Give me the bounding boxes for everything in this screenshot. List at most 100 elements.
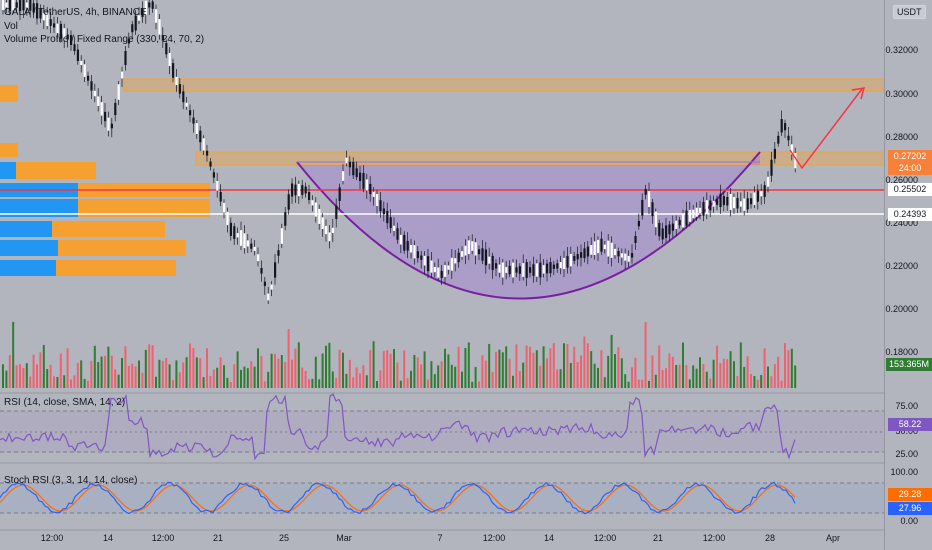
volume-bar (773, 364, 776, 388)
cup-pattern[interactable] (297, 152, 760, 299)
candle-body (481, 248, 484, 261)
candle-body (576, 254, 579, 260)
volume-bar (124, 346, 127, 388)
volume-bar (104, 355, 106, 388)
candle-body (447, 265, 450, 270)
price-chart[interactable] (0, 0, 884, 550)
candle-body (406, 240, 409, 251)
volume-bars (2, 321, 797, 388)
candle-body (739, 201, 742, 207)
volume-bar (593, 363, 596, 388)
candle-body (297, 183, 300, 197)
candle-body (274, 262, 277, 278)
volume-bar (352, 377, 355, 388)
rsi-tick: 25.00 (895, 449, 918, 459)
volume-bar (457, 346, 460, 388)
volume-bar (342, 352, 344, 388)
volume-bar (175, 360, 178, 388)
candle-body (362, 173, 365, 189)
volume-bar (542, 346, 545, 388)
candle-body (437, 267, 440, 278)
stoch-rsi-label[interactable]: Stoch RSI (3, 3, 14, 14, close) (4, 475, 138, 486)
candle-body (410, 245, 413, 253)
currency-label[interactable]: USDT (893, 5, 926, 19)
volume-bar (301, 367, 304, 388)
candle-body (542, 265, 545, 274)
volume-bar (284, 362, 287, 388)
volume-bar (399, 380, 402, 388)
candle-body (314, 202, 317, 217)
price-axis[interactable] (884, 0, 932, 550)
volume-profile-label[interactable]: Volume Profile / Fixed Range (330, 24, 7… (4, 34, 205, 45)
resistance-zone-upper[interactable] (123, 78, 884, 92)
price-tick: 0.32000 (885, 45, 918, 55)
volume-bar (576, 362, 579, 388)
candle-body (175, 76, 178, 86)
candle-body (348, 161, 351, 168)
candle-body (454, 258, 457, 264)
volume-bar (532, 352, 535, 388)
volume-bar (376, 381, 378, 388)
volume-bar (22, 367, 25, 388)
time-tick: 12:00 (151, 533, 175, 543)
volume-bar (121, 358, 123, 388)
candle-body (430, 260, 433, 273)
volume-bar (746, 356, 749, 388)
candle-body (49, 19, 52, 26)
candle-body (267, 293, 270, 301)
symbol-title[interactable]: GALA / TetherUS, 4h, BINANCE (4, 7, 147, 18)
volume-bar (195, 357, 198, 388)
candle-body (206, 150, 209, 156)
candle-body (46, 13, 49, 27)
volume-bar (474, 366, 477, 388)
volume-bar (189, 343, 191, 388)
volume-bar (246, 368, 249, 388)
arrow-head (851, 87, 866, 100)
volume-bar (678, 364, 681, 388)
projection-arrow[interactable] (789, 88, 863, 170)
volume-bar (580, 355, 582, 388)
candle-body (610, 242, 613, 258)
volume-bar (559, 369, 562, 388)
volume-bar (705, 371, 708, 388)
volume-indicator-label[interactable]: Vol (4, 21, 18, 32)
volume-bar (270, 353, 273, 388)
candle-body (750, 198, 753, 205)
rsi-label[interactable]: RSI (14, close, SMA, 14, 2) (4, 397, 126, 408)
volume-bar (658, 345, 661, 388)
candle-body (467, 240, 470, 255)
candle-body (733, 197, 736, 209)
volume-bar (767, 366, 769, 388)
rsi-line[interactable] (0, 393, 796, 461)
volume-bar (501, 352, 504, 388)
volume-bar (464, 347, 467, 388)
rsi-value-tag: 58.22 (888, 418, 932, 431)
candle-body (216, 181, 219, 191)
candle-body (580, 252, 583, 258)
stoch-d-value-tag: 29.28 (888, 488, 932, 501)
candle-body (668, 224, 671, 235)
stoch-k-line[interactable] (0, 481, 796, 515)
candle-body (311, 200, 314, 206)
time-tick: 14 (102, 533, 114, 543)
price-tick: 0.24000 (885, 218, 918, 228)
candle-body (583, 248, 586, 259)
volume-bar (726, 359, 729, 388)
candle-body (478, 249, 481, 255)
candle-body (461, 251, 464, 257)
volume-bar (484, 360, 487, 388)
time-tick: 14 (543, 533, 555, 543)
price-tick: 0.30000 (885, 89, 918, 99)
candle-body (763, 185, 766, 197)
volume-bar (110, 355, 113, 388)
candle-body (753, 192, 756, 205)
cup-curve[interactable] (296, 151, 761, 300)
volume-bar (100, 356, 103, 388)
candle-body (110, 123, 113, 129)
candle-body (403, 234, 406, 251)
candle-body (491, 255, 494, 271)
candle-body (42, 13, 45, 21)
volume-bar (29, 376, 32, 388)
volume-bar (359, 373, 361, 388)
